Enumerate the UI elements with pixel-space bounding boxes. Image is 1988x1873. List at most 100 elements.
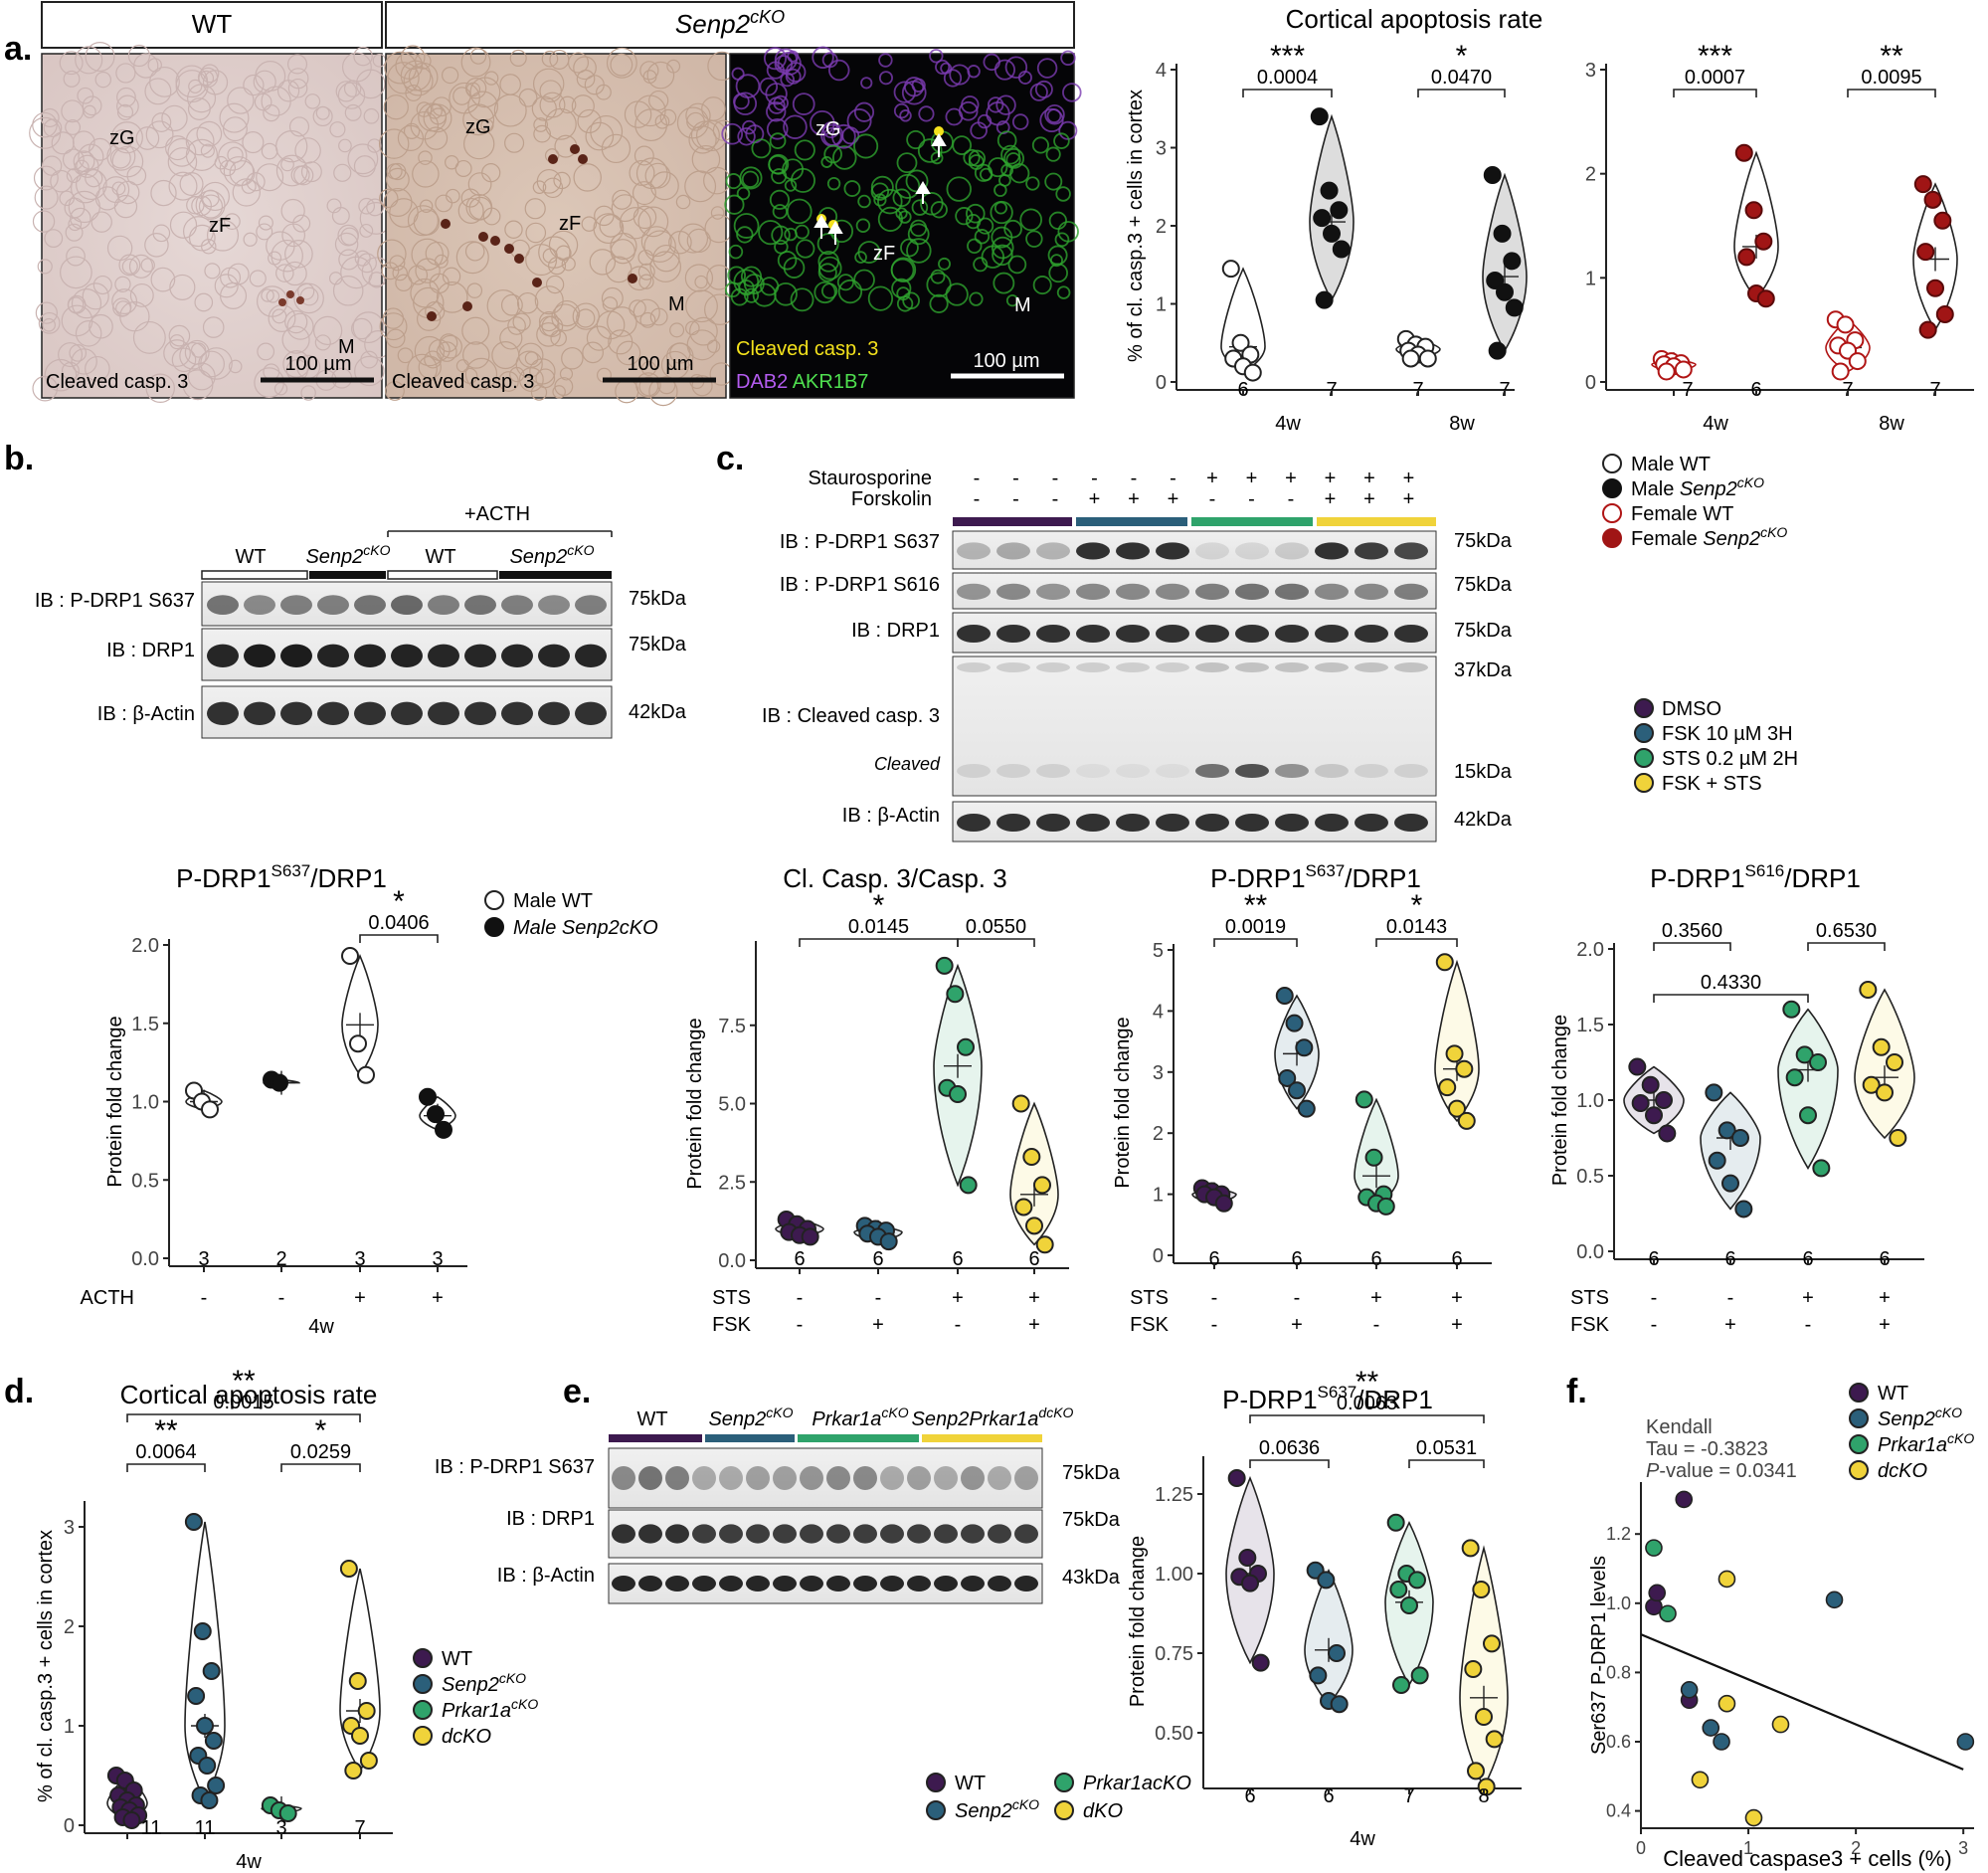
cell-texture (639, 311, 656, 328)
band (1275, 814, 1309, 832)
data-point (351, 1727, 369, 1745)
cell-texture (432, 96, 452, 117)
data-point (1702, 1719, 1720, 1737)
legend-d-marker (413, 1674, 433, 1694)
y-tick-label: 1.5 (131, 1014, 159, 1035)
fl-cell (724, 194, 745, 215)
positive-cell (532, 278, 542, 287)
cell-texture (684, 264, 714, 292)
fl-cell (843, 180, 861, 197)
y-tick-label: 0.6 (1606, 1732, 1631, 1752)
band (207, 595, 239, 615)
sign-sts: - (1052, 468, 1059, 489)
cell-texture (228, 359, 243, 374)
fl-cell (918, 105, 935, 122)
sign-fsk: + (1128, 488, 1140, 510)
cell-texture (669, 322, 685, 338)
pro-band (1156, 662, 1189, 672)
cell-texture (377, 239, 407, 270)
fl-cell (760, 277, 780, 296)
c-ib2: IB : P-DRP1 S616 (780, 574, 940, 596)
band (1156, 583, 1189, 601)
y-tick-label: 1.0 (131, 1092, 159, 1114)
band (1014, 1576, 1038, 1592)
data-point (1628, 1057, 1647, 1076)
fl-cell (817, 256, 842, 281)
cell-texture (457, 197, 484, 224)
plot-b: 0.0 0.5 1.0 1.5 2.0 Protein fold change 3 2 3 3 0.… (81, 885, 467, 1338)
band (1036, 625, 1070, 643)
cell-texture (379, 188, 399, 209)
band (719, 1524, 743, 1544)
fl-cell (911, 199, 929, 216)
cell-texture (304, 94, 321, 109)
n-label: 6 (794, 1248, 805, 1270)
cell-texture (515, 350, 543, 378)
cell-texture (610, 53, 633, 77)
cell-texture (539, 92, 566, 118)
data-point (1408, 1571, 1426, 1590)
cell-texture (165, 135, 191, 161)
panel-e-letter: e. (563, 1373, 591, 1410)
band (244, 595, 275, 615)
cell-texture (532, 180, 547, 194)
cell-texture (353, 46, 373, 67)
band (464, 595, 496, 615)
cell-texture (536, 322, 561, 347)
y-tick-label: 2 (64, 1616, 75, 1638)
band (538, 595, 570, 615)
cell-texture (218, 141, 248, 171)
x-row-label: FSK (1570, 1314, 1610, 1336)
data-point (1455, 1059, 1474, 1078)
cell-texture (611, 194, 639, 223)
band (1195, 814, 1229, 832)
cell-texture (629, 159, 655, 186)
cell-texture (61, 361, 80, 380)
cell-texture (691, 144, 721, 174)
y-axis-label: Protein fold change (1127, 1536, 1149, 1707)
fl-cell (1011, 113, 1029, 130)
cell-texture (383, 94, 409, 120)
data-point (1275, 987, 1294, 1006)
band (719, 1466, 743, 1490)
cell-texture (257, 285, 288, 317)
cleaved-band (1076, 764, 1110, 778)
e-ib1: IB : P-DRP1 S637 (435, 1456, 595, 1478)
fl-cell (1056, 285, 1071, 299)
cell-texture (214, 274, 239, 298)
data-point (1737, 248, 1756, 267)
band (1355, 814, 1388, 832)
fl-cell (733, 213, 760, 239)
legend-treat-label: DMSO (1662, 698, 1721, 720)
p-value: 0.4330 (1701, 972, 1761, 994)
label-zg-fl: zG (815, 118, 841, 140)
band (1275, 625, 1309, 643)
cell-texture (168, 324, 191, 347)
fl-cell (867, 285, 894, 311)
cell-texture (128, 254, 153, 279)
cell-texture (367, 138, 382, 153)
data-point (357, 1702, 376, 1720)
data-point (359, 1752, 378, 1770)
fl-cell (977, 113, 993, 129)
x-tick-label: 0 (1636, 1838, 1646, 1858)
band (391, 701, 423, 725)
fl-cell (929, 293, 949, 313)
fl-cell (1032, 276, 1052, 295)
significance-stars: ** (1355, 1366, 1379, 1399)
cell-texture (691, 375, 713, 397)
fl-cell (766, 117, 789, 140)
legend-f-label: dcKO (1878, 1460, 1927, 1482)
cell-texture (90, 211, 112, 233)
cell-texture (268, 251, 282, 266)
fl-cell (993, 272, 1015, 294)
band (1275, 583, 1309, 601)
cell-texture (200, 347, 233, 380)
band (1235, 814, 1269, 832)
fl-cell (994, 59, 1016, 81)
p-value: 0.0064 (135, 1441, 196, 1463)
b-kda1: 75kDa (629, 588, 687, 610)
cell-texture (145, 120, 174, 149)
y-tick-label: 1.0 (1606, 1593, 1631, 1613)
